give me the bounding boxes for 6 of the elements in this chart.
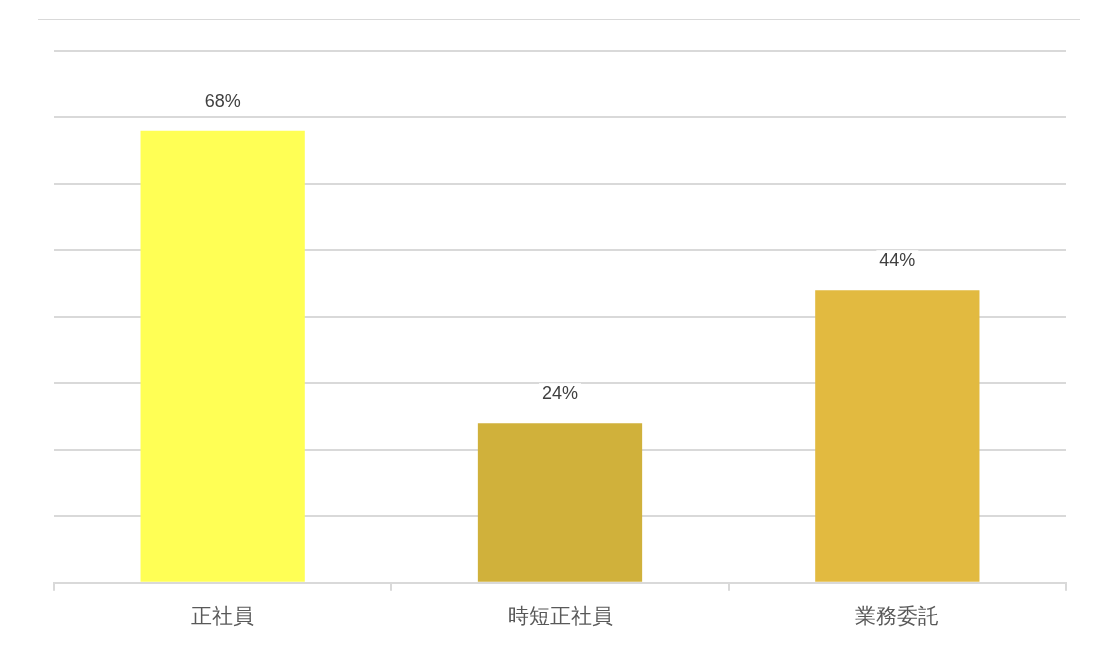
- data-label: 24%: [541, 383, 579, 404]
- x-tick-label: 時短正社員: [507, 604, 613, 628]
- data-label: 44%: [879, 250, 916, 271]
- x-tick-label: 正社員: [191, 604, 255, 628]
- data-label: 68%: [204, 90, 241, 111]
- x-tick-label: 業務委託: [855, 604, 940, 628]
